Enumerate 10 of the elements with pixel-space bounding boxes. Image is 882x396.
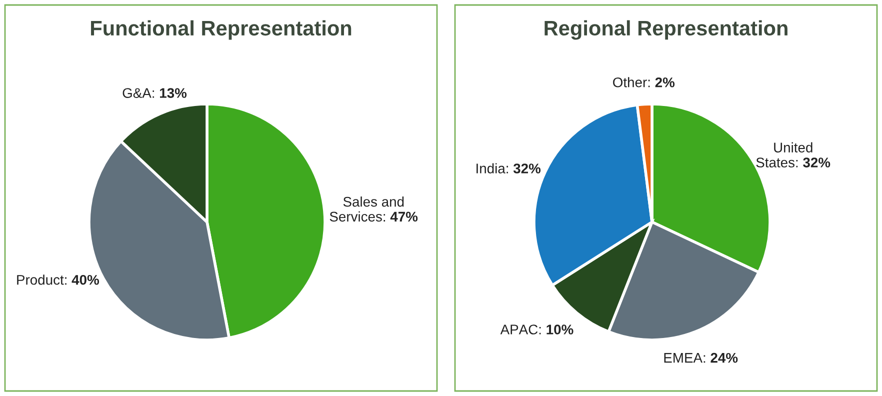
slice-label: Product: 40% [17,274,99,285]
slice-label: APAC: 10% [500,324,574,334]
slice-label: United States: 32% [756,142,830,168]
chart-title: Regional Representation [544,20,788,40]
slice-label: G&A: 13% [122,88,187,98]
chart-title: Functional Representation [91,20,352,40]
slice-label: Other: 2% [613,77,675,88]
slice-label: Sales and Services: 47% [330,196,418,222]
slice-label: India: 32% [476,163,541,174]
slice-label: EMEA: 24% [664,352,738,363]
